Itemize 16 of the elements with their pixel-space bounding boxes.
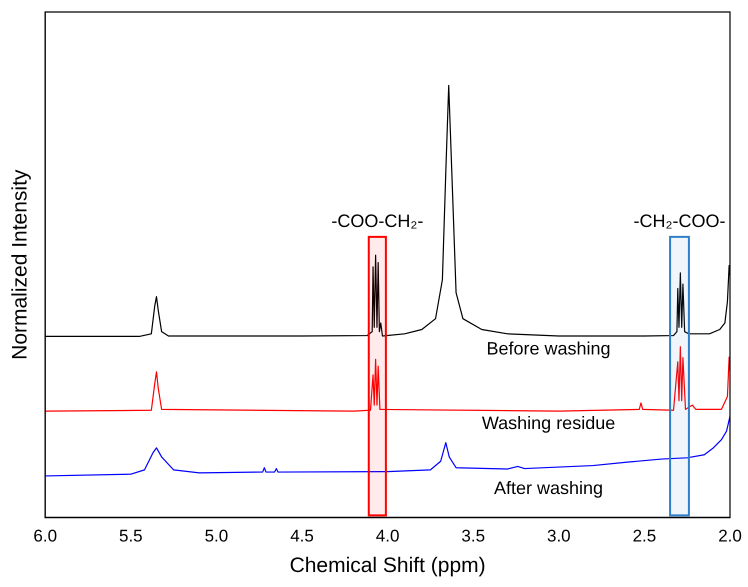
series-label: Washing residue (482, 413, 616, 434)
x-tick-label: 2.0 (718, 526, 742, 546)
y-axis-title: Normalized Intensity (8, 169, 32, 360)
series-label: After washing (494, 478, 604, 498)
x-tick-label: 4.0 (376, 526, 400, 546)
series-label: Before washing (486, 338, 611, 358)
band-label: -COO-CH₂- (331, 210, 424, 231)
x-tick-label: 3.5 (461, 526, 486, 546)
x-tick-label: 5.5 (118, 526, 143, 546)
band-label: -CH₂-COO- (634, 210, 726, 231)
x-tick-label: 5.0 (204, 526, 228, 546)
x-tick-label: 2.5 (632, 526, 656, 546)
x-axis-title: Chemical Shift (ppm) (290, 554, 486, 578)
x-tick-label: 6.0 (33, 526, 58, 546)
x-tick-label: 4.5 (290, 526, 314, 546)
x-tick-label: 3.0 (546, 526, 571, 546)
